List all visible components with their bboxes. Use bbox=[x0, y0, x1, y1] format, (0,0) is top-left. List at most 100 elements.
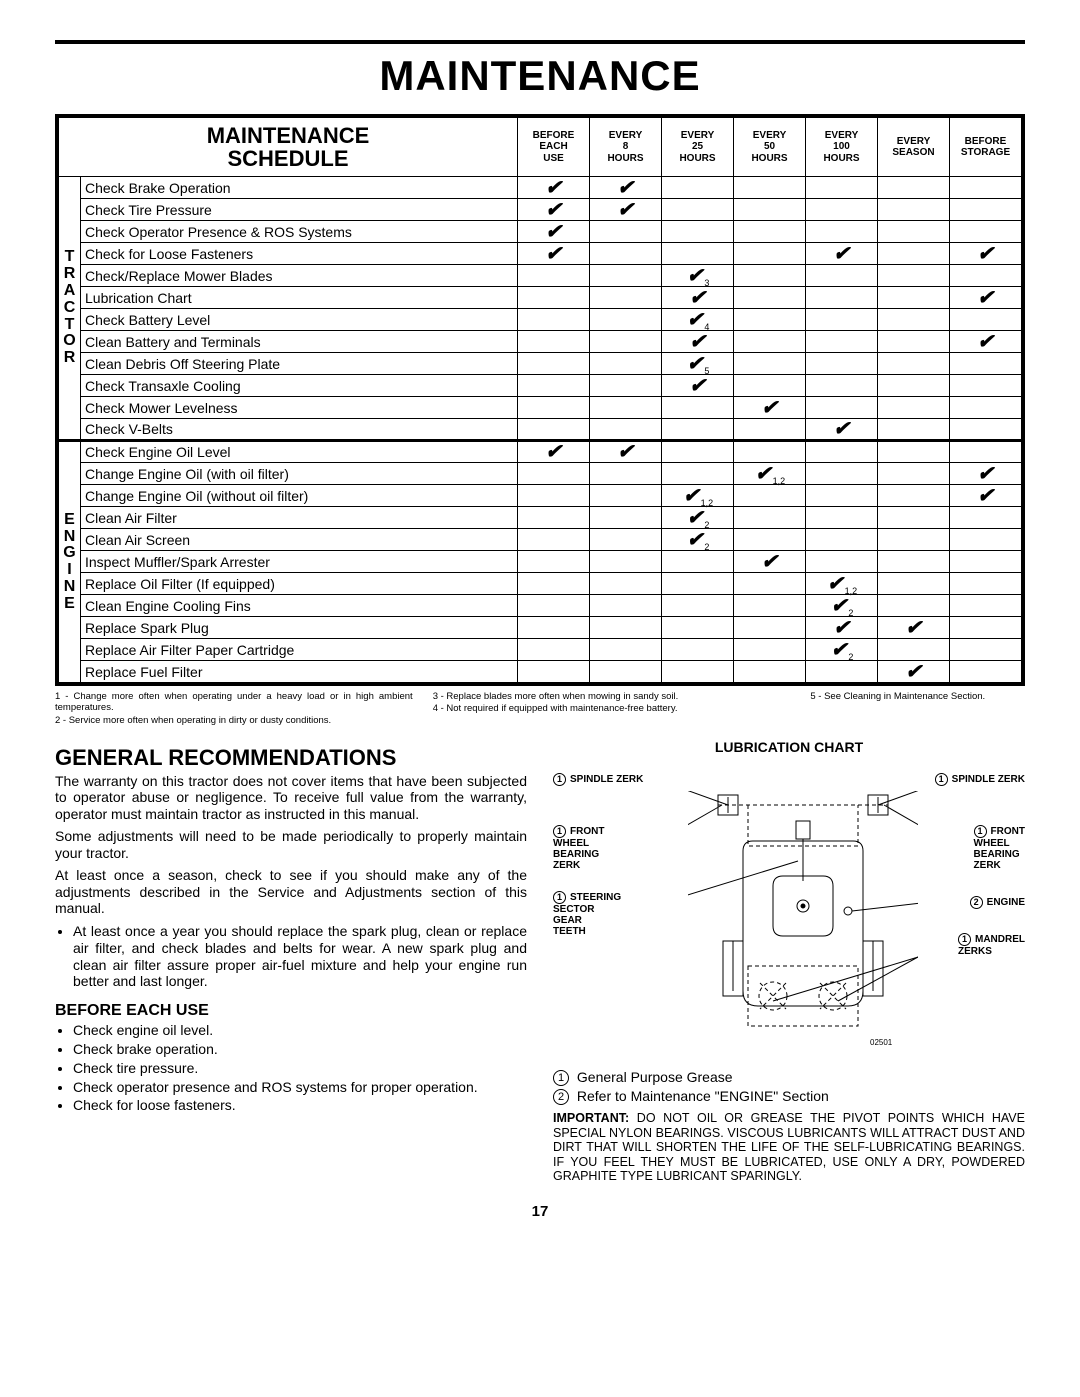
schedule-cell bbox=[950, 309, 1022, 331]
check-icon: ✔ bbox=[545, 243, 562, 265]
schedule-cell bbox=[734, 441, 806, 463]
column-header: EVERYSEASON bbox=[878, 118, 950, 177]
schedule-cell bbox=[662, 177, 734, 199]
schedule-cell bbox=[878, 177, 950, 199]
column-header: EVERY25HOURS bbox=[662, 118, 734, 177]
schedule-cell bbox=[518, 529, 590, 551]
maintenance-item: Clean Air Screen bbox=[81, 529, 518, 551]
legend-number-icon: 1 bbox=[553, 1070, 569, 1086]
schedule-cell bbox=[878, 507, 950, 529]
schedule-cell bbox=[590, 551, 662, 573]
label-engine: 2ENGINE bbox=[970, 896, 1025, 909]
schedule-cell bbox=[878, 463, 950, 485]
schedule-cell bbox=[518, 353, 590, 375]
check-icon: ✔ bbox=[545, 177, 562, 199]
schedule-cell bbox=[878, 221, 950, 243]
label-mandrel: 1MANDREL ZERKS bbox=[958, 933, 1025, 957]
schedule-cell bbox=[950, 551, 1022, 573]
maintenance-item: Check Operator Presence & ROS Systems bbox=[81, 221, 518, 243]
schedule-cell bbox=[734, 375, 806, 397]
schedule-cell: ✔ bbox=[662, 331, 734, 353]
schedule-cell bbox=[878, 595, 950, 617]
schedule-cell bbox=[806, 287, 878, 309]
schedule-cell bbox=[734, 595, 806, 617]
footnote-4: 4 - Not required if equipped with mainte… bbox=[433, 703, 791, 714]
schedule-cell bbox=[878, 419, 950, 441]
schedule-cell: ✔2 bbox=[662, 507, 734, 529]
column-header: BEFOREEACHUSE bbox=[518, 118, 590, 177]
schedule-cell bbox=[950, 177, 1022, 199]
schedule-cell bbox=[518, 507, 590, 529]
lube-heading: LUBRICATION CHART bbox=[553, 739, 1025, 755]
schedule-cell: ✔2 bbox=[806, 595, 878, 617]
check-icon: ✔ bbox=[833, 418, 850, 440]
schedule-cell bbox=[662, 221, 734, 243]
schedule-cell: ✔ bbox=[950, 331, 1022, 353]
lube-legend: 1 General Purpose Grease2 Refer to Maint… bbox=[553, 1069, 1025, 1106]
maintenance-item: Check Battery Level bbox=[81, 309, 518, 331]
check-icon: ✔ bbox=[977, 463, 994, 485]
check-icon: ✔ bbox=[905, 661, 922, 683]
before-item: Check engine oil level. bbox=[73, 1022, 527, 1039]
schedule-cell bbox=[590, 309, 662, 331]
schedule-cell: ✔ bbox=[878, 617, 950, 639]
schedule-cell bbox=[950, 573, 1022, 595]
check-icon: ✔ bbox=[689, 375, 706, 397]
schedule-cell bbox=[662, 551, 734, 573]
check-icon: ✔ bbox=[755, 463, 772, 485]
check-icon: ✔ bbox=[617, 199, 634, 221]
schedule-cell bbox=[662, 397, 734, 419]
schedule-cell bbox=[518, 639, 590, 661]
schedule-cell bbox=[878, 331, 950, 353]
schedule-cell bbox=[518, 331, 590, 353]
check-icon: ✔ bbox=[687, 265, 704, 287]
maintenance-item: Replace Oil Filter (If equipped) bbox=[81, 573, 518, 595]
schedule-cell bbox=[878, 573, 950, 595]
check-icon: ✔ bbox=[977, 485, 994, 507]
schedule-cell bbox=[878, 309, 950, 331]
schedule-cell: ✔1,2 bbox=[806, 573, 878, 595]
group-label: TRACTOR bbox=[59, 177, 81, 441]
schedule-cell bbox=[950, 507, 1022, 529]
check-icon: ✔ bbox=[833, 617, 850, 639]
schedule-cell bbox=[734, 353, 806, 375]
schedule-cell bbox=[518, 265, 590, 287]
schedule-cell bbox=[734, 419, 806, 441]
schedule-cell: ✔ bbox=[806, 617, 878, 639]
check-icon: ✔ bbox=[687, 529, 704, 551]
schedule-cell: ✔ bbox=[950, 287, 1022, 309]
schedule-cell bbox=[950, 397, 1022, 419]
schedule-cell bbox=[806, 485, 878, 507]
schedule-cell bbox=[806, 221, 878, 243]
general-bullet: At least once a year you should replace … bbox=[73, 923, 527, 990]
schedule-cell bbox=[878, 265, 950, 287]
schedule-cell bbox=[590, 331, 662, 353]
schedule-cell bbox=[806, 353, 878, 375]
schedule-cell: ✔ bbox=[878, 661, 950, 683]
footnote-3: 3 - Replace blades more often when mowin… bbox=[433, 691, 791, 702]
schedule-cell: ✔5 bbox=[662, 353, 734, 375]
schedule-cell bbox=[806, 309, 878, 331]
schedule-cell bbox=[518, 485, 590, 507]
figure-number: 02501 bbox=[870, 1038, 893, 1047]
maintenance-item: Replace Air Filter Paper Cartridge bbox=[81, 639, 518, 661]
column-header: BEFORESTORAGE bbox=[950, 118, 1022, 177]
schedule-cell bbox=[734, 243, 806, 265]
check-icon: ✔ bbox=[977, 331, 994, 353]
schedule-cell bbox=[806, 397, 878, 419]
schedule-cell: ✔ bbox=[806, 419, 878, 441]
schedule-cell bbox=[518, 573, 590, 595]
schedule-cell bbox=[878, 639, 950, 661]
maintenance-item: Check V-Belts bbox=[81, 419, 518, 441]
legend-number-icon: 2 bbox=[553, 1089, 569, 1105]
maintenance-item: Clean Air Filter bbox=[81, 507, 518, 529]
schedule-cell: ✔ bbox=[590, 177, 662, 199]
schedule-cell bbox=[950, 265, 1022, 287]
schedule-cell bbox=[662, 243, 734, 265]
maintenance-item: Replace Fuel Filter bbox=[81, 661, 518, 683]
check-icon: ✔ bbox=[905, 617, 922, 639]
schedule-cell bbox=[950, 221, 1022, 243]
schedule-cell bbox=[734, 177, 806, 199]
column-header: EVERY8HOURS bbox=[590, 118, 662, 177]
footnote-1: 1 - Change more often when operating und… bbox=[55, 691, 413, 713]
